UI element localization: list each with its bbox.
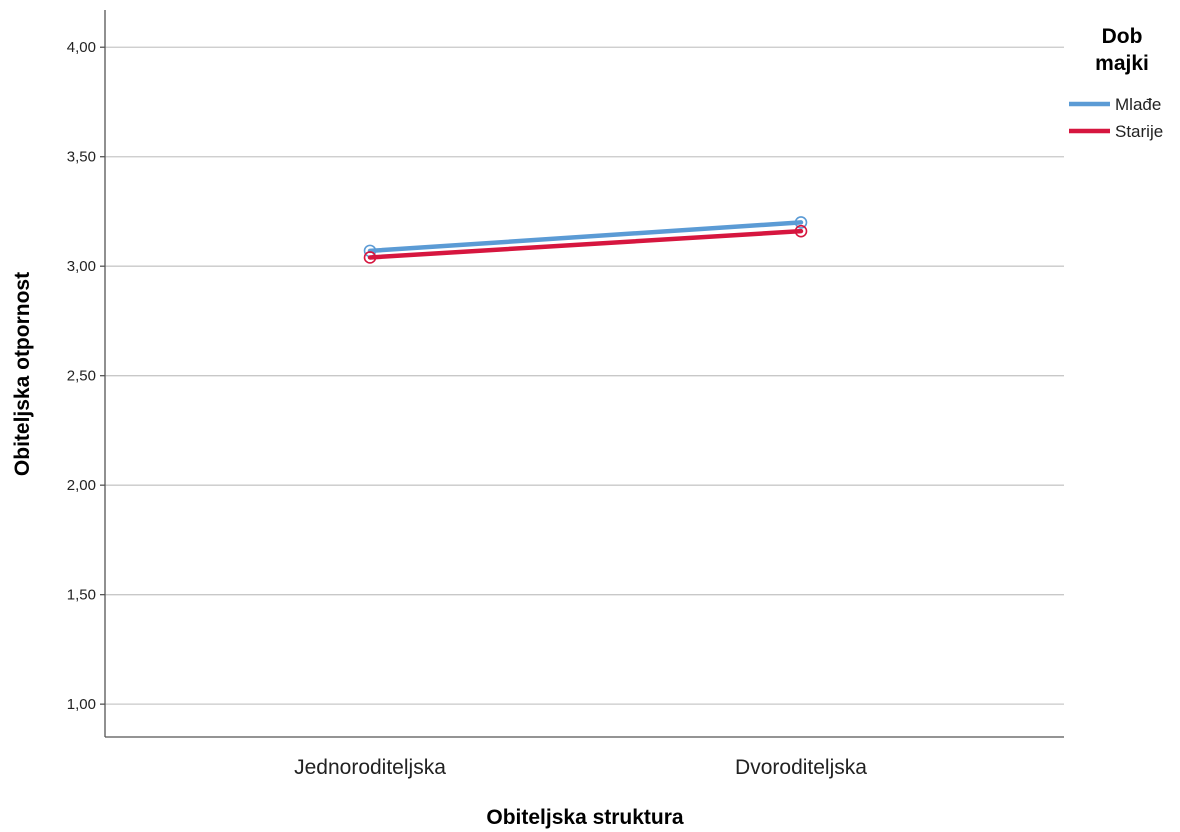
- legend-label: Starije: [1115, 122, 1163, 141]
- y-tick-label: 4,00: [67, 39, 96, 56]
- series-line-2: [367, 228, 804, 260]
- legend-items: Mlađe Starije: [1069, 95, 1163, 141]
- y-axis-title: Obiteljska otpornost: [11, 272, 34, 476]
- data-point: [794, 216, 808, 229]
- legend-label: Mlađe: [1115, 95, 1161, 114]
- y-tick-labels: 1,00 1,50 2,00 2,50 3,00 3,50 4,00: [67, 39, 105, 713]
- x-axis-title: Obiteljska struktura: [486, 806, 684, 829]
- legend-title-line-1: Dob: [1102, 25, 1143, 48]
- x-tick-label: Dvoroditeljska: [735, 756, 867, 779]
- y-tick-label: 3,50: [67, 149, 96, 166]
- y-tick-label: 1,00: [67, 696, 96, 713]
- series-line-1: [367, 220, 804, 254]
- grid-lines: [105, 46, 1064, 705]
- series-lines: [363, 216, 808, 264]
- legend-title-line-2: majki: [1095, 52, 1149, 75]
- y-tick-label: 1,50: [67, 587, 96, 604]
- legend: Dob majki Mlađe Starije: [1069, 25, 1163, 141]
- y-tick-label: 3,00: [67, 258, 96, 275]
- y-tick-label: 2,50: [67, 368, 96, 385]
- y-tick-label: 2,00: [67, 477, 96, 494]
- data-point: [794, 224, 808, 238]
- x-tick-labels: Jednoroditeljska Dvoroditeljska: [294, 756, 867, 779]
- data-point: [363, 251, 377, 264]
- x-tick-label: Jednoroditeljska: [294, 756, 446, 779]
